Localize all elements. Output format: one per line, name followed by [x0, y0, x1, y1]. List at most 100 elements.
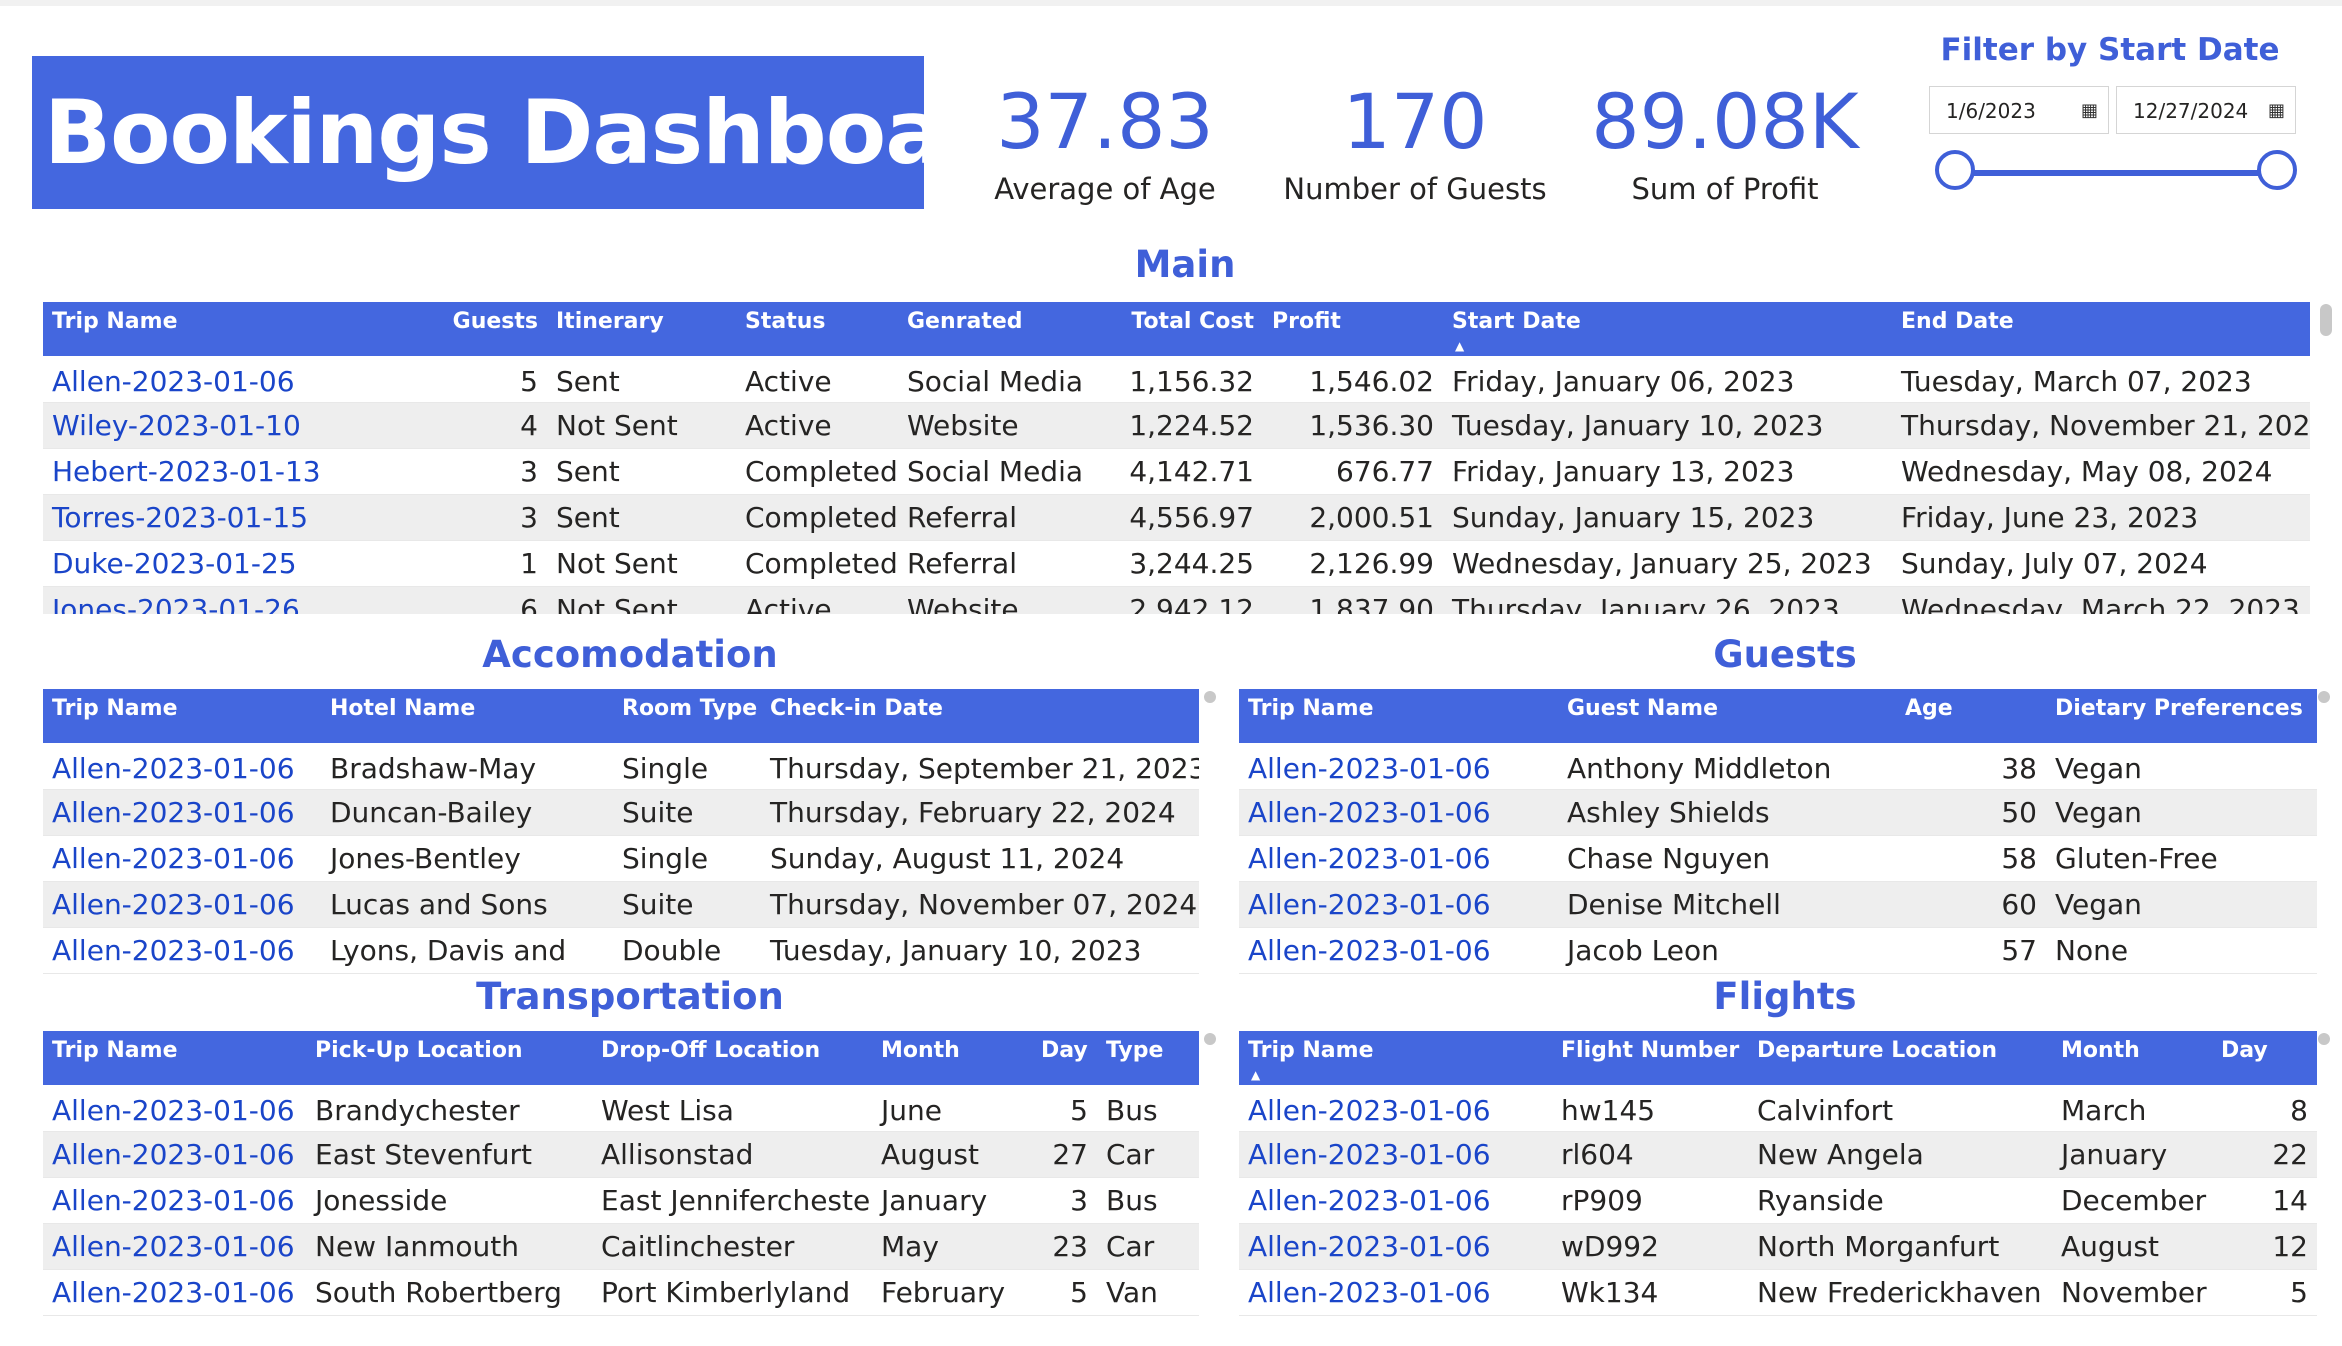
column-header[interactable]: Age	[1896, 689, 2046, 743]
table-row[interactable]: Allen-2023-01-06 Wk134 New Frederickhaven N…	[1239, 1269, 2317, 1316]
kpi-card-number-of-guests[interactable]: 170 Number of Guests	[1265, 78, 1565, 207]
trip-link[interactable]: Allen-2023-01-06	[43, 1269, 306, 1316]
table-row[interactable]: Allen-2023-01-06 Jonesside East Jenniferch…	[43, 1177, 1199, 1224]
column-header[interactable]: Guests	[395, 302, 547, 356]
table-row[interactable]: Allen-2023-01-06 Brandychester West Lisa Ju…	[43, 1085, 1199, 1132]
table-row[interactable]: Allen-2023-01-06 South Robertberg Port Kim…	[43, 1269, 1199, 1316]
flights-scrollbar[interactable]	[2318, 1033, 2330, 1045]
main-scrollbar[interactable]	[2320, 304, 2332, 336]
table-row[interactable]: Allen-2023-01-06 Anthony Middleton 38 Vegan	[1239, 743, 2317, 790]
trip-link[interactable]: Allen-2023-01-06	[43, 881, 321, 928]
table-row[interactable]: Allen-2023-01-06 rl604 New Angela January 22	[1239, 1131, 2317, 1178]
trip-link[interactable]: Allen-2023-01-06	[43, 743, 321, 790]
trip-link[interactable]: Duke-2023-01-25	[43, 540, 395, 587]
trip-link[interactable]: Allen-2023-01-06	[43, 927, 321, 974]
trip-link[interactable]: Torres-2023-01-15	[43, 494, 395, 541]
start-date-input[interactable]: 1/6/2023 ▦	[1929, 86, 2109, 134]
calendar-icon[interactable]: ▦	[2267, 100, 2285, 121]
flights-table[interactable]: Trip Name ▲ Flight Number Departure Locat…	[1239, 1031, 2317, 1321]
column-header[interactable]: Day	[2212, 1031, 2317, 1085]
table-row[interactable]: Allen-2023-01-06 Jones-Bentley Single Sunda…	[43, 835, 1199, 882]
end-date-input[interactable]: 12/27/2024 ▦	[2116, 86, 2296, 134]
trip-link[interactable]: Allen-2023-01-06	[1239, 927, 1558, 974]
column-header[interactable]: Trip Name	[43, 302, 395, 356]
table-row[interactable]: Allen-2023-01-06 5 Sent Active Social Media 1…	[43, 356, 2310, 403]
column-header[interactable]: Month	[872, 1031, 1032, 1085]
kpi-card-sum-of-profit[interactable]: 89.08K Sum of Profit	[1575, 78, 1875, 207]
trip-link[interactable]: Allen-2023-01-06	[43, 1177, 306, 1224]
table-row[interactable]: Allen-2023-01-06 Bradshaw-May Single Thursd…	[43, 743, 1199, 790]
trip-link[interactable]: Allen-2023-01-06	[1239, 1223, 1552, 1270]
trip-link[interactable]: Allen-2023-01-06	[1239, 1131, 1552, 1178]
accommodation-table[interactable]: Trip Name Hotel Name Room Type Check-in …	[43, 689, 1199, 979]
column-header[interactable]: Day	[1032, 1031, 1097, 1085]
trip-link[interactable]: Allen-2023-01-06	[43, 789, 321, 836]
table-row[interactable]: Duke-2023-01-25 1 Not Sent Completed Referra…	[43, 540, 2310, 587]
kpi-card-average-age[interactable]: 37.83 Average of Age	[955, 78, 1255, 207]
column-header[interactable]: Month	[2052, 1031, 2212, 1085]
trip-link[interactable]: Allen-2023-01-06	[43, 356, 395, 403]
column-header[interactable]: End Date	[1892, 302, 2310, 356]
column-header-sorted[interactable]: Start Date ▲	[1443, 302, 1892, 356]
slider-handle-end[interactable]	[2257, 150, 2297, 190]
transportation-scrollbar[interactable]	[1204, 1033, 1216, 1045]
trip-link[interactable]: Allen-2023-01-06	[43, 1085, 306, 1132]
guests-table[interactable]: Trip Name Guest Name Age Dietary Prefere…	[1239, 689, 2317, 979]
column-header[interactable]: Dietary Preferences	[2046, 689, 2317, 743]
table-row[interactable]: Allen-2023-01-06 wD992 North Morganfurt Aug…	[1239, 1223, 2317, 1270]
trip-link[interactable]: Jones-2023-01-26	[43, 586, 395, 614]
trip-link[interactable]: Allen-2023-01-06	[1239, 835, 1558, 882]
table-row[interactable]: Wiley-2023-01-10 4 Not Sent Active Website 1,…	[43, 402, 2310, 449]
slider-handle-start[interactable]	[1935, 150, 1975, 190]
column-header[interactable]: Type	[1097, 1031, 1199, 1085]
table-row[interactable]: Allen-2023-01-06 Duncan-Bailey Suite Thursd…	[43, 789, 1199, 836]
main-table[interactable]: Trip Name Guests Itinerary Status Genrat…	[43, 302, 2310, 614]
trip-link[interactable]: Allen-2023-01-06	[1239, 881, 1558, 928]
trip-link[interactable]: Allen-2023-01-06	[43, 1223, 306, 1270]
table-row[interactable]: Jones-2023-01-26 6 Not Sent Active Website 2,…	[43, 586, 2310, 614]
table-row[interactable]: Allen-2023-01-06 hw145 Calvinfort March 8	[1239, 1085, 2317, 1132]
column-header[interactable]: Trip Name	[43, 689, 321, 743]
guests-scrollbar[interactable]	[2318, 691, 2330, 703]
trip-link[interactable]: Allen-2023-01-06	[43, 835, 321, 882]
column-header[interactable]: Flight Number	[1552, 1031, 1748, 1085]
table-row[interactable]: Allen-2023-01-06 Denise Mitchell 60 Vegan	[1239, 881, 2317, 928]
column-header[interactable]: Trip Name	[43, 1031, 306, 1085]
table-row[interactable]: Allen-2023-01-06 Lyons, Davis and Double Tu…	[43, 927, 1199, 974]
table-row[interactable]: Allen-2023-01-06 Chase Nguyen 58 Gluten-Fre…	[1239, 835, 2317, 882]
column-header[interactable]: Room Type	[613, 689, 761, 743]
table-row[interactable]: Allen-2023-01-06 Ashley Shields 50 Vegan	[1239, 789, 2317, 836]
column-header[interactable]: Pick-Up Location	[306, 1031, 592, 1085]
table-row[interactable]: Allen-2023-01-06 rP909 Ryanside December 14	[1239, 1177, 2317, 1224]
column-header[interactable]: Trip Name	[1239, 689, 1558, 743]
table-row[interactable]: Allen-2023-01-06 Lucas and Sons Suite Thurs…	[43, 881, 1199, 928]
trip-link[interactable]: Allen-2023-01-06	[43, 1131, 306, 1178]
column-header[interactable]: Genrated	[898, 302, 1083, 356]
trip-link[interactable]: Hebert-2023-01-13	[43, 448, 395, 495]
column-header[interactable]: Hotel Name	[321, 689, 613, 743]
accommodation-scrollbar[interactable]	[1204, 691, 1216, 703]
table-row[interactable]: Hebert-2023-01-13 3 Sent Completed Social Me…	[43, 448, 2310, 495]
column-header[interactable]: Drop-Off Location	[592, 1031, 872, 1085]
table-row[interactable]: Torres-2023-01-15 3 Sent Completed Referral 4…	[43, 494, 2310, 541]
trip-link[interactable]: Wiley-2023-01-10	[43, 402, 395, 449]
trip-link[interactable]: Allen-2023-01-06	[1239, 743, 1558, 790]
trip-link[interactable]: Allen-2023-01-06	[1239, 1269, 1552, 1316]
calendar-icon[interactable]: ▦	[2080, 100, 2098, 121]
table-row[interactable]: Allen-2023-01-06 Jacob Leon 57 None	[1239, 927, 2317, 974]
trip-link[interactable]: Allen-2023-01-06	[1239, 1177, 1552, 1224]
column-header[interactable]: Departure Location	[1748, 1031, 2052, 1085]
date-range-slider-track[interactable]	[1956, 170, 2278, 176]
column-header[interactable]: Itinerary	[547, 302, 736, 356]
table-row[interactable]: Allen-2023-01-06 East Stevenfurt Allisonst…	[43, 1131, 1199, 1178]
column-header[interactable]: Total Cost	[1083, 302, 1263, 356]
transportation-table[interactable]: Trip Name Pick-Up Location Drop-Off Loca…	[43, 1031, 1199, 1321]
trip-link[interactable]: Allen-2023-01-06	[1239, 1085, 1552, 1132]
column-header[interactable]: Guest Name	[1558, 689, 1896, 743]
trip-link[interactable]: Allen-2023-01-06	[1239, 789, 1558, 836]
column-header-sorted[interactable]: Trip Name ▲	[1239, 1031, 1552, 1085]
table-row[interactable]: Allen-2023-01-06 New Ianmouth Caitlinchest…	[43, 1223, 1199, 1270]
column-header[interactable]: Profit	[1263, 302, 1443, 356]
column-header[interactable]: Status	[736, 302, 898, 356]
column-header[interactable]: Check-in Date	[761, 689, 1199, 743]
